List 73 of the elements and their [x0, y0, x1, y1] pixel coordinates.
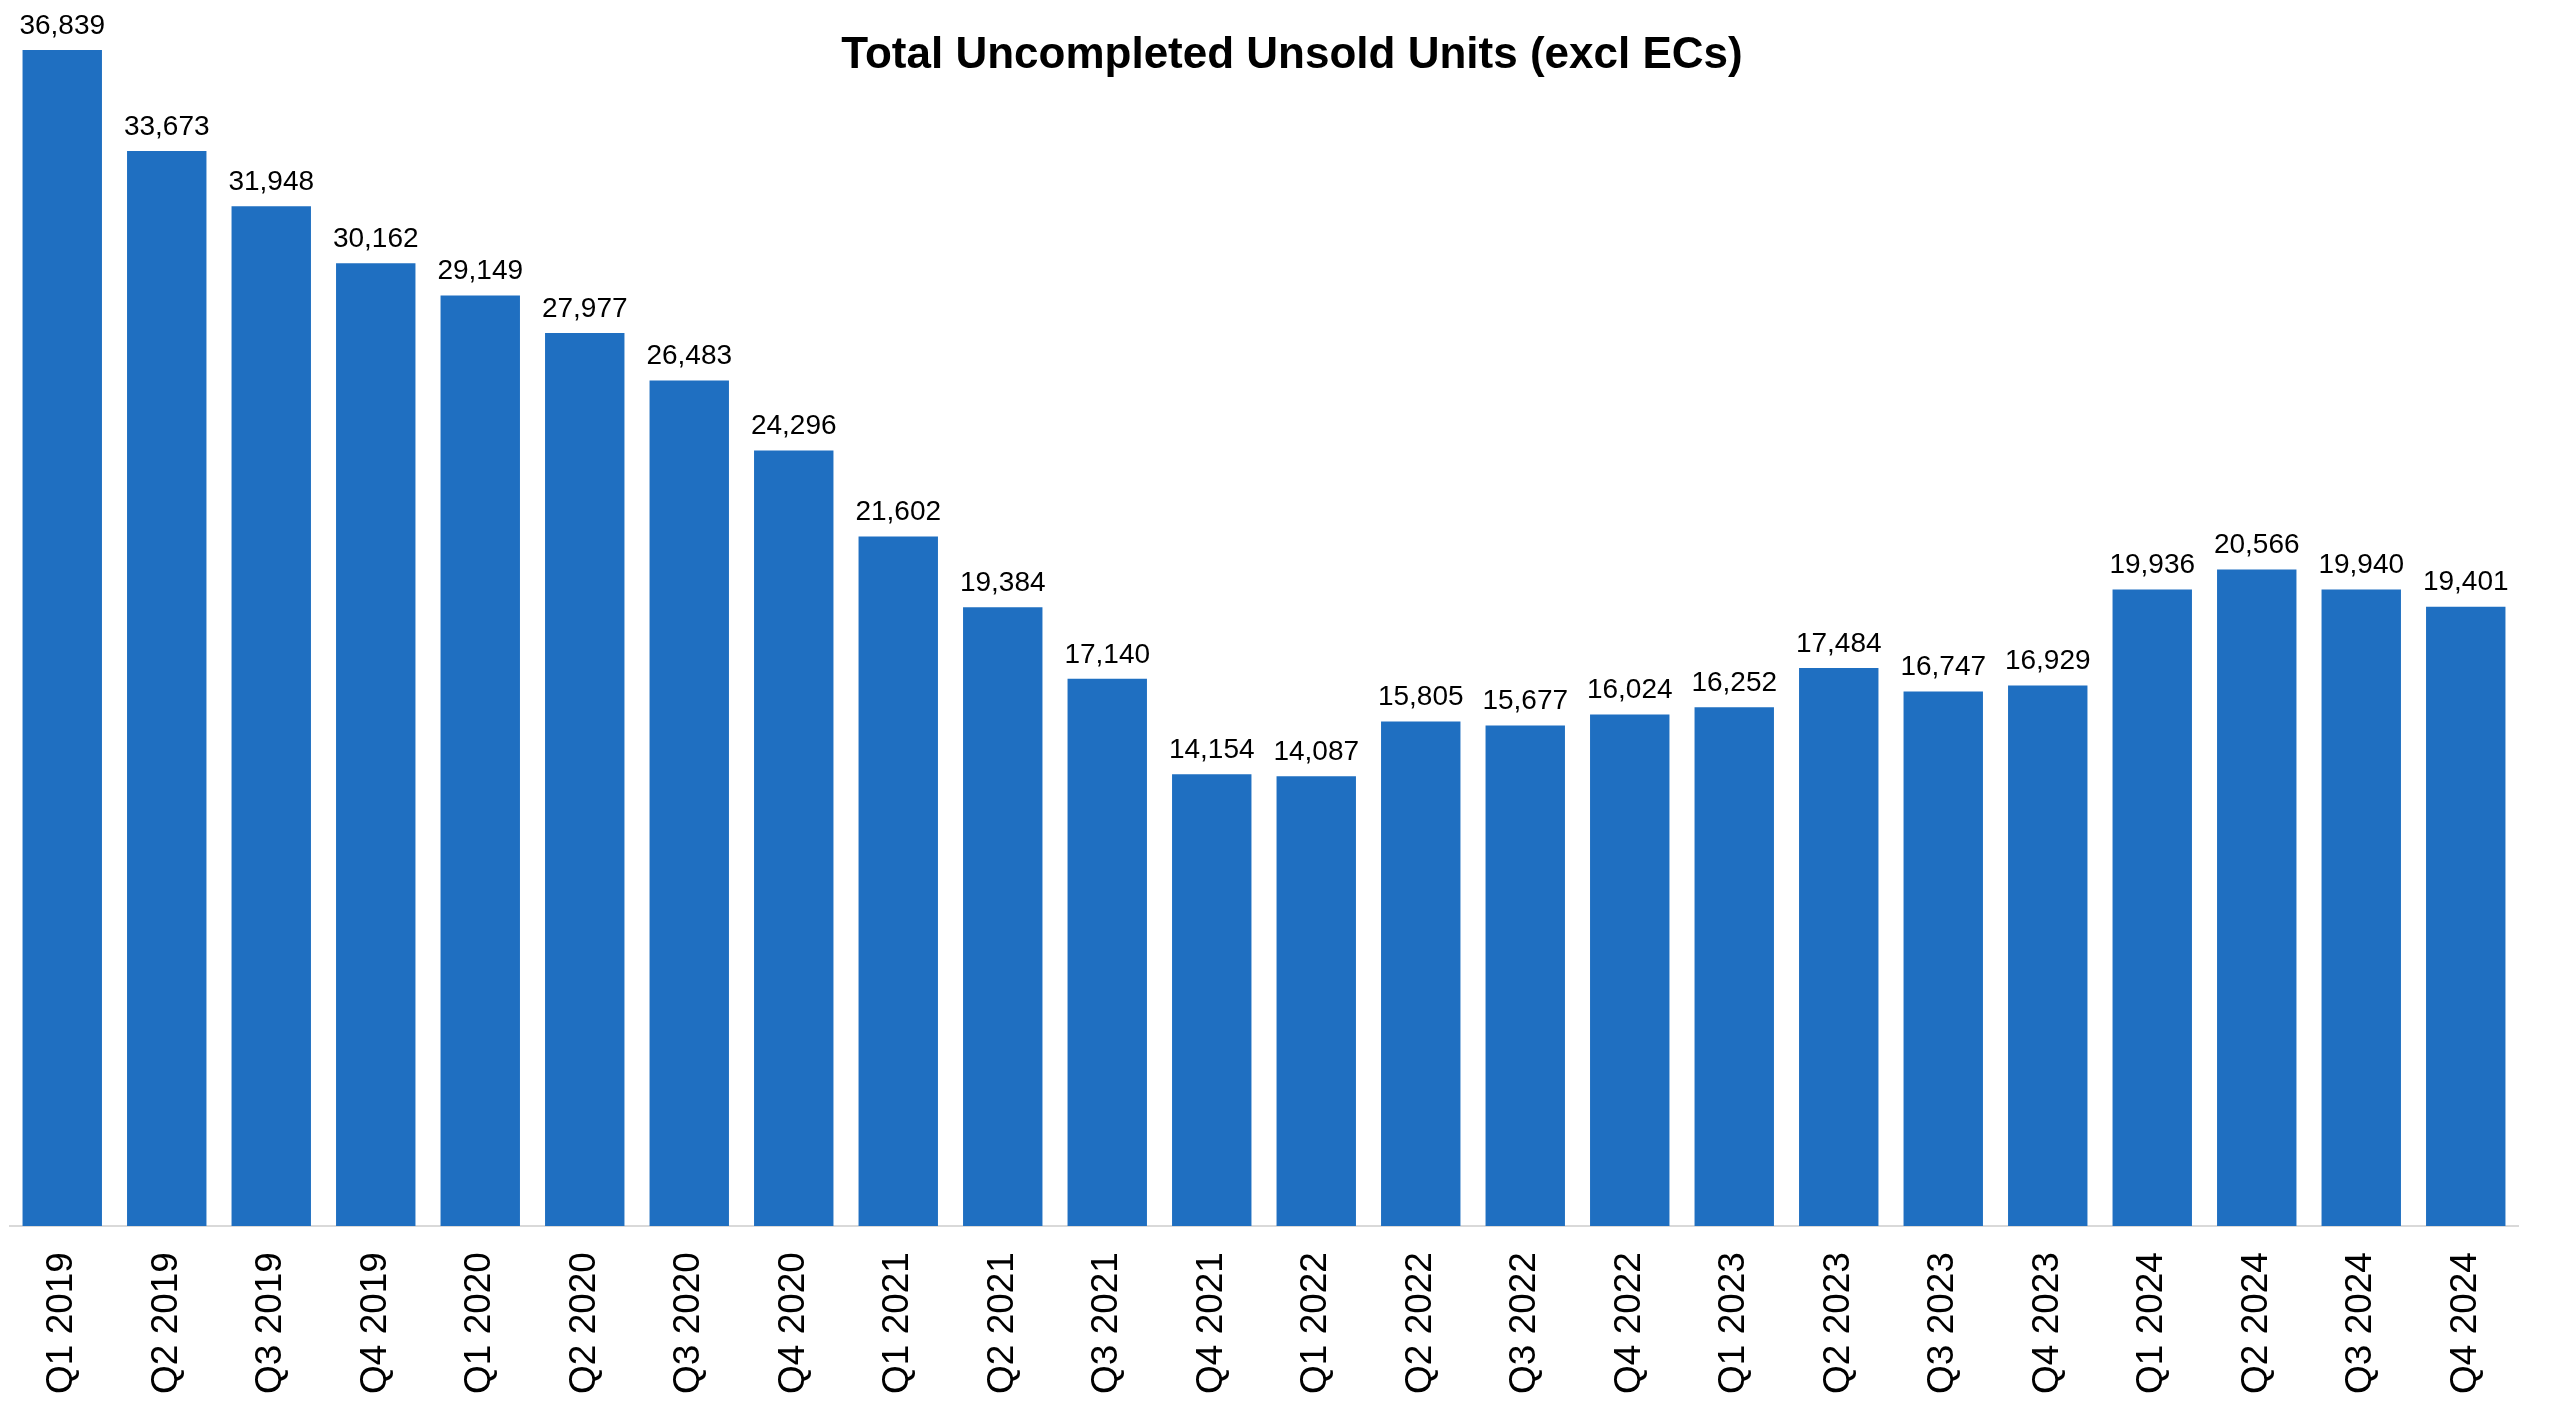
data-label: 19,940: [2318, 548, 2405, 580]
bar: [2321, 589, 2401, 1227]
x-tick-label: Q1 2021: [875, 1252, 917, 1395]
data-label: 29,149: [437, 254, 524, 286]
data-label: 16,929: [2004, 644, 2091, 676]
x-tick-label: Q2 2019: [143, 1252, 185, 1395]
data-label: 16,024: [1586, 673, 1673, 705]
x-tick-label: Q3 2023: [1920, 1252, 1962, 1395]
bar: [2426, 606, 2506, 1227]
data-label: 21,602: [855, 495, 942, 527]
bar: [1590, 714, 1670, 1227]
x-tick-label: Q1 2024: [2129, 1252, 2171, 1395]
bar: [1067, 678, 1147, 1227]
bar: [22, 50, 102, 1227]
x-tick-label: Q4 2021: [1188, 1252, 1230, 1395]
data-label: 15,677: [1482, 684, 1569, 716]
data-label: 33,673: [123, 109, 210, 141]
bar: [649, 380, 729, 1227]
x-tick-label: Q3 2019: [248, 1252, 290, 1395]
bar: [1381, 721, 1461, 1227]
data-label: 24,296: [750, 409, 837, 441]
chart-title: Total Uncompleted Unsold Units (excl ECs): [841, 28, 1743, 78]
x-tick-label: Q2 2023: [1815, 1252, 1857, 1395]
bar: [2217, 569, 2297, 1227]
bar: [2112, 589, 2192, 1227]
bar: [127, 151, 207, 1227]
x-tick-label: Q4 2024: [2442, 1252, 2484, 1395]
data-label: 16,747: [1900, 650, 1987, 682]
bar: [1903, 691, 1983, 1227]
bar: [1694, 707, 1774, 1227]
data-label: 14,154: [1168, 732, 1255, 764]
x-tick-label: Q3 2024: [2338, 1252, 2380, 1395]
x-tick-label: Q3 2021: [1084, 1252, 1126, 1395]
data-label: 17,140: [1064, 637, 1151, 669]
bar: [1172, 774, 1252, 1227]
bar: [754, 450, 834, 1227]
data-label: 30,162: [332, 221, 419, 253]
data-label: 14,087: [1273, 735, 1360, 767]
x-tick-label: Q1 2020: [457, 1252, 499, 1395]
x-tick-label: Q4 2019: [352, 1252, 394, 1395]
bar: [963, 607, 1043, 1227]
x-tick-label: Q1 2019: [39, 1252, 81, 1395]
x-tick-label: Q1 2022: [1293, 1252, 1335, 1395]
x-tick-label: Q2 2020: [561, 1252, 603, 1395]
bar: [1485, 725, 1565, 1227]
data-label: 31,948: [228, 164, 315, 196]
data-label: 15,805: [1377, 680, 1464, 712]
x-tick-label: Q2 2021: [979, 1252, 1021, 1395]
data-label: 19,384: [959, 565, 1046, 597]
bar: [1276, 776, 1356, 1227]
x-tick-label: Q4 2022: [1606, 1252, 1648, 1395]
data-label: 17,484: [1795, 626, 1882, 658]
bar: [231, 206, 311, 1227]
data-label: 19,936: [2109, 548, 2196, 580]
bar: [440, 295, 520, 1227]
bar: [545, 332, 625, 1227]
x-tick-label: Q3 2022: [1502, 1252, 1544, 1395]
x-tick-label: Q3 2020: [666, 1252, 708, 1395]
bar: [858, 536, 938, 1227]
data-label: 27,977: [541, 291, 628, 323]
bar: [336, 263, 416, 1227]
data-label: 20,566: [2213, 528, 2300, 560]
x-tick-label: Q4 2023: [2024, 1252, 2066, 1395]
x-tick-label: Q2 2022: [1397, 1252, 1439, 1395]
x-tick-label: Q4 2020: [770, 1252, 812, 1395]
x-tick-label: Q1 2023: [1711, 1252, 1753, 1395]
data-label: 19,401: [2422, 565, 2509, 597]
x-tick-label: Q2 2024: [2233, 1252, 2275, 1395]
data-label: 16,252: [1691, 665, 1778, 697]
data-label: 26,483: [646, 339, 733, 371]
bar: [1799, 667, 1879, 1227]
bar: [2008, 685, 2088, 1227]
data-label: 36,839: [19, 8, 106, 40]
